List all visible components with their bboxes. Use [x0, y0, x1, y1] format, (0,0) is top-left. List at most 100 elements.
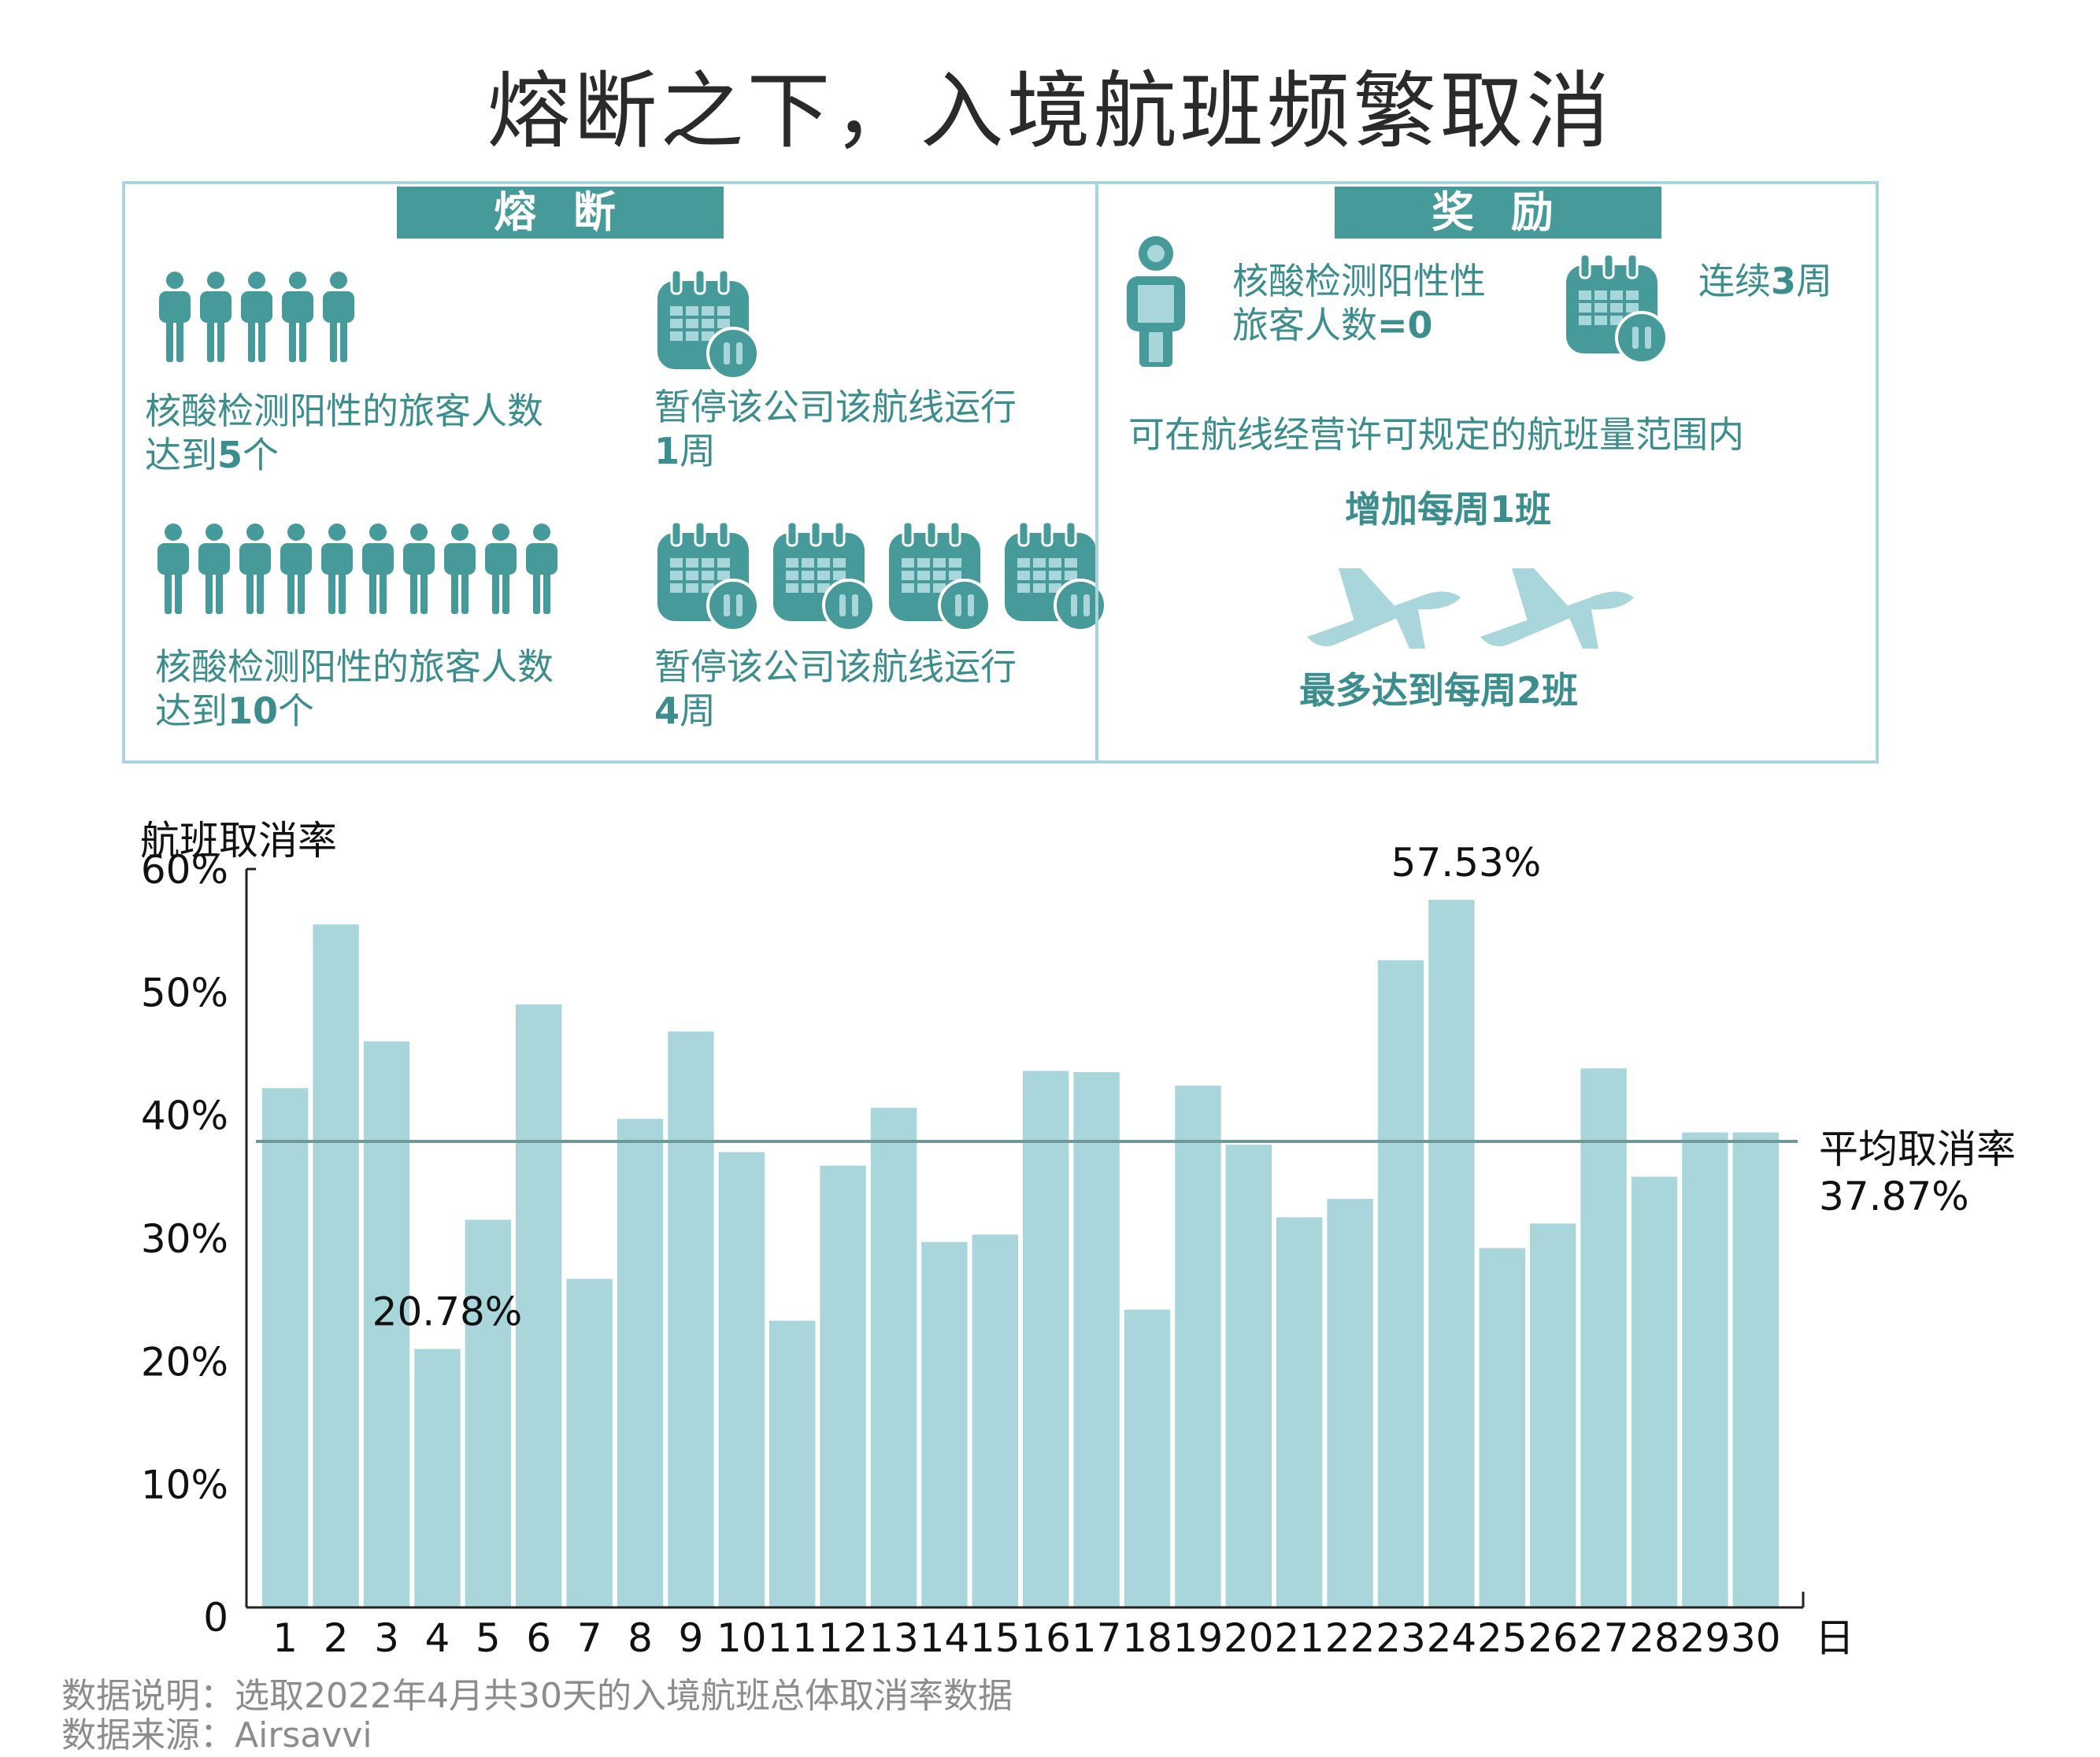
y-tick-label: 20% — [141, 1339, 228, 1385]
bar — [313, 924, 359, 1607]
person-icon — [198, 523, 230, 614]
person-icon — [241, 272, 272, 362]
calendar-icon — [1005, 520, 1107, 632]
bar — [769, 1320, 816, 1607]
person-icon — [323, 272, 354, 362]
rule1-action-line1: 暂停该公司该航线运行 — [654, 386, 1017, 428]
reward-max: 最多达到每周2班 — [1299, 669, 1579, 712]
x-tick-label: 5 — [476, 1615, 501, 1661]
annotation-max: 57.53% — [1391, 840, 1542, 886]
x-tick-label: 17 — [1072, 1615, 1122, 1661]
airplane-icon — [1480, 568, 1634, 649]
bar — [1377, 960, 1424, 1607]
average-label-title: 平均取消率 — [1819, 1126, 2016, 1172]
x-tick-label: 8 — [628, 1615, 653, 1661]
rule1-action: 暂停该公司该航线运行 1周 — [654, 386, 1017, 472]
circuit-breaker-banner: 熔 断 — [397, 187, 724, 239]
x-tick-label: 28 — [1629, 1615, 1680, 1661]
people-group-5 — [157, 271, 357, 362]
bar — [566, 1278, 613, 1607]
reward-weeks: 连续3周 — [1698, 260, 1833, 302]
x-tick-label: 14 — [920, 1615, 970, 1661]
x-tick-label: 25 — [1477, 1615, 1528, 1661]
annotation-min: 20.78% — [372, 1289, 523, 1335]
rule1-condition-line1: 核酸检测阳性的旅客人数 — [145, 390, 543, 432]
x-tick-label: 30 — [1731, 1615, 1781, 1661]
bar — [718, 1152, 765, 1607]
bar — [870, 1108, 917, 1607]
rule1-threshold: 5 — [217, 434, 243, 476]
reward-condition: 核酸检测阳性性 旅客人数=0 — [1232, 260, 1486, 346]
bar — [363, 1041, 410, 1607]
y-tick-label: 50% — [141, 970, 228, 1015]
rule2-weeks: 4 — [654, 690, 680, 732]
calendar-icon — [773, 520, 876, 632]
person-icon — [282, 272, 313, 362]
bar — [1682, 1132, 1728, 1607]
person-icon — [200, 272, 231, 362]
bar — [1428, 900, 1475, 1607]
x-tick-label: 29 — [1680, 1615, 1731, 1661]
x-tick-label: 21 — [1274, 1615, 1324, 1661]
person-icon — [239, 523, 271, 614]
x-tick-label: 20 — [1224, 1615, 1274, 1661]
bar — [617, 1119, 664, 1607]
rule2-threshold: 10 — [228, 690, 279, 732]
bar — [972, 1234, 1018, 1607]
x-tick-label: 6 — [526, 1615, 551, 1661]
bar — [262, 1088, 309, 1607]
calendar-group-4 — [654, 519, 1108, 633]
rule2-condition-line1: 核酸检测阳性的旅客人数 — [155, 645, 554, 688]
x-tick-label: 1 — [272, 1615, 298, 1661]
person-icon — [159, 272, 191, 362]
data-source: 数据来源：Airsavvi — [61, 1715, 372, 1755]
x-tick-label: 22 — [1325, 1615, 1376, 1661]
person-icon — [403, 523, 435, 614]
bar — [820, 1165, 866, 1607]
calendar-icon — [657, 268, 760, 380]
x-axis-label: 日 — [1815, 1615, 1854, 1661]
x-tick-label: 10 — [717, 1615, 767, 1661]
x-tick-label: 7 — [577, 1615, 602, 1661]
y-tick-label: 10% — [141, 1463, 228, 1508]
rule1-weeks: 1 — [654, 430, 680, 472]
x-tick-label: 18 — [1122, 1615, 1172, 1661]
person-icon — [526, 523, 557, 614]
reward-scope: 可在航线经营许可规定的航班量范围内 — [1128, 413, 1744, 456]
bar — [1276, 1217, 1323, 1607]
bar — [414, 1348, 461, 1607]
person-icon — [157, 523, 189, 614]
y-tick-label: 0 — [203, 1595, 228, 1640]
bar — [465, 1219, 511, 1607]
x-tick-label: 13 — [869, 1615, 919, 1661]
page-title: 熔断之下，入境航班频繁取消 — [487, 63, 1613, 160]
y-tick-label: 40% — [141, 1093, 228, 1139]
bar — [1327, 1198, 1373, 1607]
x-tick-label: 19 — [1173, 1615, 1224, 1661]
x-tick-label: 12 — [818, 1615, 869, 1661]
x-tick-label: 2 — [324, 1615, 349, 1661]
bar — [1124, 1309, 1171, 1607]
rule2-action-line1: 暂停该公司该航线运行 — [654, 645, 1017, 688]
bar — [1023, 1071, 1069, 1607]
person-icon — [485, 523, 517, 614]
rule2-action: 暂停该公司该航线运行 4周 — [654, 645, 1017, 732]
x-tick-label: 26 — [1528, 1615, 1578, 1661]
person-icon — [362, 523, 394, 614]
bar — [1175, 1086, 1221, 1607]
bar — [1225, 1145, 1272, 1607]
x-tick-label: 4 — [424, 1615, 450, 1661]
calendar-icon — [889, 520, 991, 632]
bar — [921, 1241, 968, 1607]
rule2-condition: 核酸检测阳性的旅客人数 达到10个 — [155, 645, 554, 732]
airplane-icon — [1307, 568, 1461, 649]
people-group-10 — [155, 523, 560, 614]
rule1-condition: 核酸检测阳性的旅客人数 达到5个 — [145, 390, 543, 476]
average-label: 平均取消率 37.87% — [1819, 1126, 2016, 1220]
y-tick-label: 60% — [141, 847, 228, 893]
person-icon — [280, 523, 312, 614]
bar — [1580, 1068, 1627, 1607]
reward-increase: 增加每周1班 — [1345, 488, 1552, 531]
x-tick-label: 16 — [1020, 1615, 1071, 1661]
